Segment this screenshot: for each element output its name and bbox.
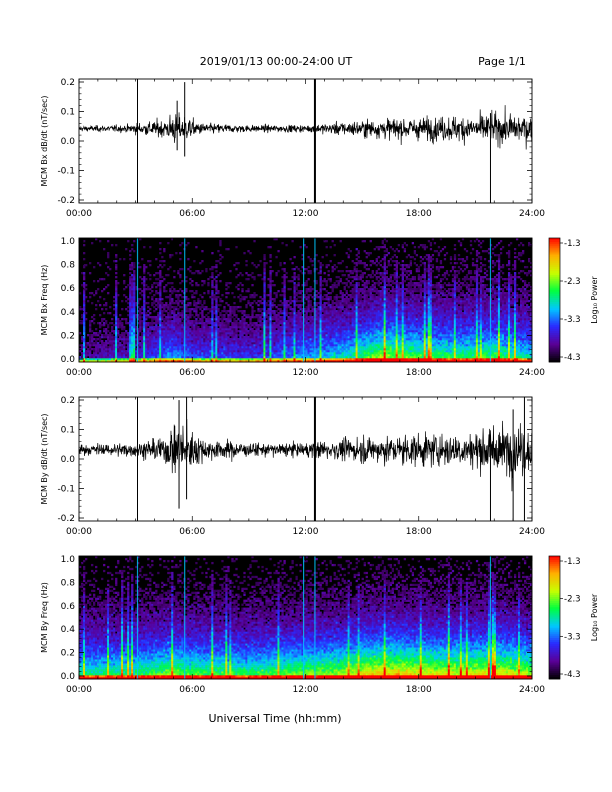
y-tick-label: -0.1	[57, 485, 75, 495]
colorbar-tick-label: -3.3	[564, 632, 581, 642]
y-tick-label: 1.0	[61, 237, 76, 247]
y-tick-label: 0.0	[61, 672, 76, 682]
x-tick-label: 18:00	[406, 685, 432, 695]
x-tick-label: 12:00	[293, 527, 319, 537]
colorbar-tick-label: -1.3	[564, 239, 581, 249]
y-tick-label: 1.0	[61, 555, 76, 565]
x-tick-label: 00:00	[66, 527, 92, 537]
x-tick-label: 12:00	[293, 685, 319, 695]
panel-4: -1.3 -2.3 -3.3 -4.3 Log₁₀ Power 1.0 0.8 0.6 0.4 0…	[40, 555, 599, 695]
x-tick-label: 24:00	[519, 685, 545, 695]
x-tick-label: 24:00	[519, 368, 545, 378]
x-tick-label: 12:00	[293, 209, 319, 219]
y-axis-label: MCM Bx Freq (Hz)	[40, 265, 49, 336]
y-tick-label: 0.6	[61, 284, 76, 294]
y-tick-label: 0.4	[61, 625, 76, 635]
x-tick-label: 00:00	[66, 368, 92, 378]
x-tick-label: 24:00	[519, 527, 545, 537]
y-tick-label: 0.8	[61, 578, 76, 588]
y-tick-label: -0.1	[57, 167, 75, 177]
colorbar-label: Log₁₀ Power	[590, 593, 599, 641]
y-axis-label: MCM By Freq (Hz)	[40, 582, 49, 653]
y-tick-label: 0.1	[61, 426, 75, 436]
x-tick-label: 12:00	[293, 368, 319, 378]
panel-2: -1.3 -2.3 -3.3 -4.3 Log₁₀ Power 1.0 0.8 0.6 0.4 0…	[40, 237, 599, 378]
dbdt-trace	[78, 419, 533, 492]
x-tick-label: 18:00	[406, 209, 432, 219]
x-tick-label: 06:00	[179, 685, 205, 695]
page-title: 2019/01/13 00:00-24:00 UT	[200, 55, 353, 68]
colorbar-tick-label: -4.3	[564, 670, 581, 680]
x-tick-label: 06:00	[179, 368, 205, 378]
spectrogram-cells	[79, 238, 533, 363]
x-tick-label: 06:00	[179, 209, 205, 219]
y-tick-label: 0.1	[61, 108, 75, 118]
x-tick-label: 06:00	[179, 527, 205, 537]
x-tick-label: 24:00	[519, 209, 545, 219]
colorbar-tick-label: -2.3	[564, 595, 581, 605]
y-tick-label: 0.2	[61, 649, 75, 659]
colorbar-tick-label: -4.3	[564, 353, 581, 363]
colorbar-label: Log₁₀ Power	[590, 276, 599, 324]
colorbar-tick-label: -3.3	[564, 315, 581, 325]
y-tick-label: 0.4	[61, 308, 76, 318]
x-tick-label: 00:00	[66, 209, 92, 219]
y-axis-label: MCM Bx dB/dt (nT/sec)	[40, 95, 49, 186]
y-axis-label: MCM By dB/dt (nT/sec)	[40, 413, 49, 504]
y-tick-label: 0.0	[61, 455, 76, 465]
y-tick-label: 0.2	[61, 396, 75, 406]
x-axis-label: Universal Time (hh:mm)	[209, 712, 342, 725]
y-tick-label: 0.8	[61, 261, 76, 271]
x-tick-label: 00:00	[66, 685, 92, 695]
colorbar: -1.3 -2.3 -3.3 -4.3 Log₁₀ Power	[548, 555, 599, 680]
x-tick-label: 18:00	[406, 527, 432, 537]
y-tick-label: -0.2	[57, 514, 75, 524]
y-tick-label: -0.2	[57, 196, 75, 206]
y-tick-label: 0.0	[61, 137, 76, 147]
panel-1: 0.2 0.1 0.0 -0.1 -0.2 00:00 06:00 12:00 18:00 24:…	[40, 78, 545, 219]
x-tick-label: 18:00	[406, 368, 432, 378]
colorbar-tick-label: -1.3	[564, 557, 581, 567]
plot-frame	[78, 396, 533, 522]
y-tick-label: 0.2	[61, 331, 75, 341]
colorbar: -1.3 -2.3 -3.3 -4.3 Log₁₀ Power	[548, 237, 599, 363]
spectrogram-cells	[79, 556, 533, 680]
y-tick-label: 0.6	[61, 602, 76, 612]
page-number: Page 1/1	[478, 55, 526, 68]
panel-3: 0.2 0.1 0.0 -0.1 -0.2 00:00 06:00 12:00 18:00 24:…	[40, 396, 545, 537]
dbdt-trace	[78, 105, 533, 150]
colorbar-tick-label: -2.3	[564, 277, 581, 287]
y-tick-label: 0.0	[61, 355, 76, 365]
y-tick-label: 0.2	[61, 78, 75, 88]
